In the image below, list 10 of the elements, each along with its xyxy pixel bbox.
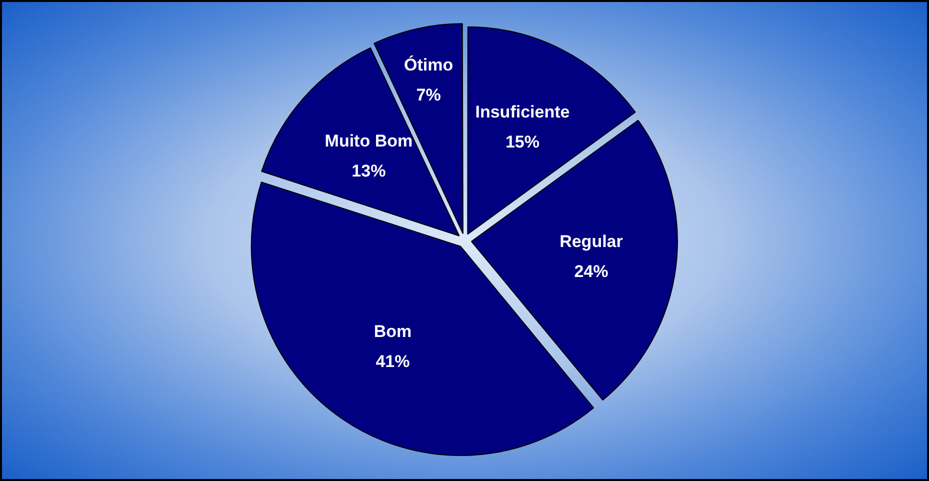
data-label: 13% bbox=[352, 162, 386, 181]
slice-label: Insuficiente bbox=[475, 102, 570, 122]
data-label: 7% bbox=[416, 85, 441, 104]
data-label: 15% bbox=[505, 132, 540, 152]
slice-label: Regular bbox=[560, 232, 624, 252]
data-label: 41% bbox=[376, 352, 410, 371]
slice-label: Ótimo bbox=[404, 54, 454, 74]
slice-label: Bom bbox=[374, 322, 412, 341]
slice-label: Muito Bom bbox=[324, 132, 413, 151]
data-label: 24% bbox=[574, 262, 608, 282]
